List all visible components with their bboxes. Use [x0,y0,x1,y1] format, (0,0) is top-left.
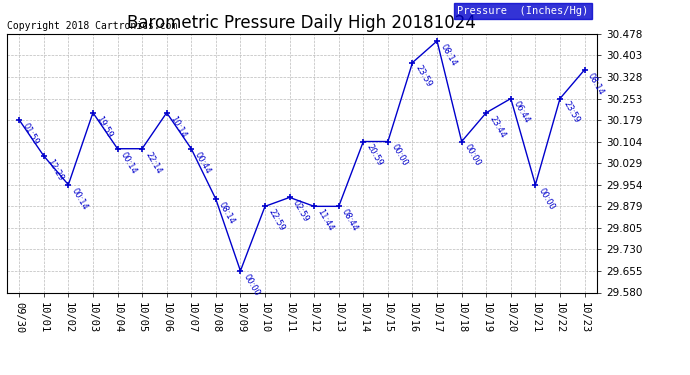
Text: 00:00: 00:00 [241,272,262,297]
Text: 06:44: 06:44 [512,100,532,125]
Title: Barometric Pressure Daily High 20181024: Barometric Pressure Daily High 20181024 [128,14,476,32]
Text: 08:14: 08:14 [217,201,237,226]
Text: 23:59: 23:59 [562,100,581,125]
Text: 00:44: 00:44 [193,150,213,175]
Text: 23:59: 23:59 [414,64,433,89]
Text: 08:44: 08:44 [340,208,360,233]
Text: 02:59: 02:59 [291,199,310,224]
Text: 00:00: 00:00 [389,143,409,168]
Text: 10:14: 10:14 [168,114,188,139]
Text: 22:14: 22:14 [144,150,163,175]
Text: 00:00: 00:00 [537,186,556,211]
Text: 00:14: 00:14 [119,150,139,175]
Text: 00:14: 00:14 [70,186,90,211]
Legend: Pressure  (Inches/Hg): Pressure (Inches/Hg) [454,3,591,19]
Text: 11:44: 11:44 [315,208,335,233]
Text: 08:14: 08:14 [438,42,458,68]
Text: 20:59: 20:59 [365,143,384,168]
Text: 08:14: 08:14 [586,71,606,96]
Text: 01:59: 01:59 [21,121,40,146]
Text: 23:44: 23:44 [488,114,507,139]
Text: 00:00: 00:00 [463,143,483,168]
Text: 19:59: 19:59 [95,114,114,139]
Text: Copyright 2018 Cartronics.com: Copyright 2018 Cartronics.com [7,21,177,31]
Text: 22:59: 22:59 [266,208,286,233]
Text: 12:29: 12:29 [45,157,65,182]
